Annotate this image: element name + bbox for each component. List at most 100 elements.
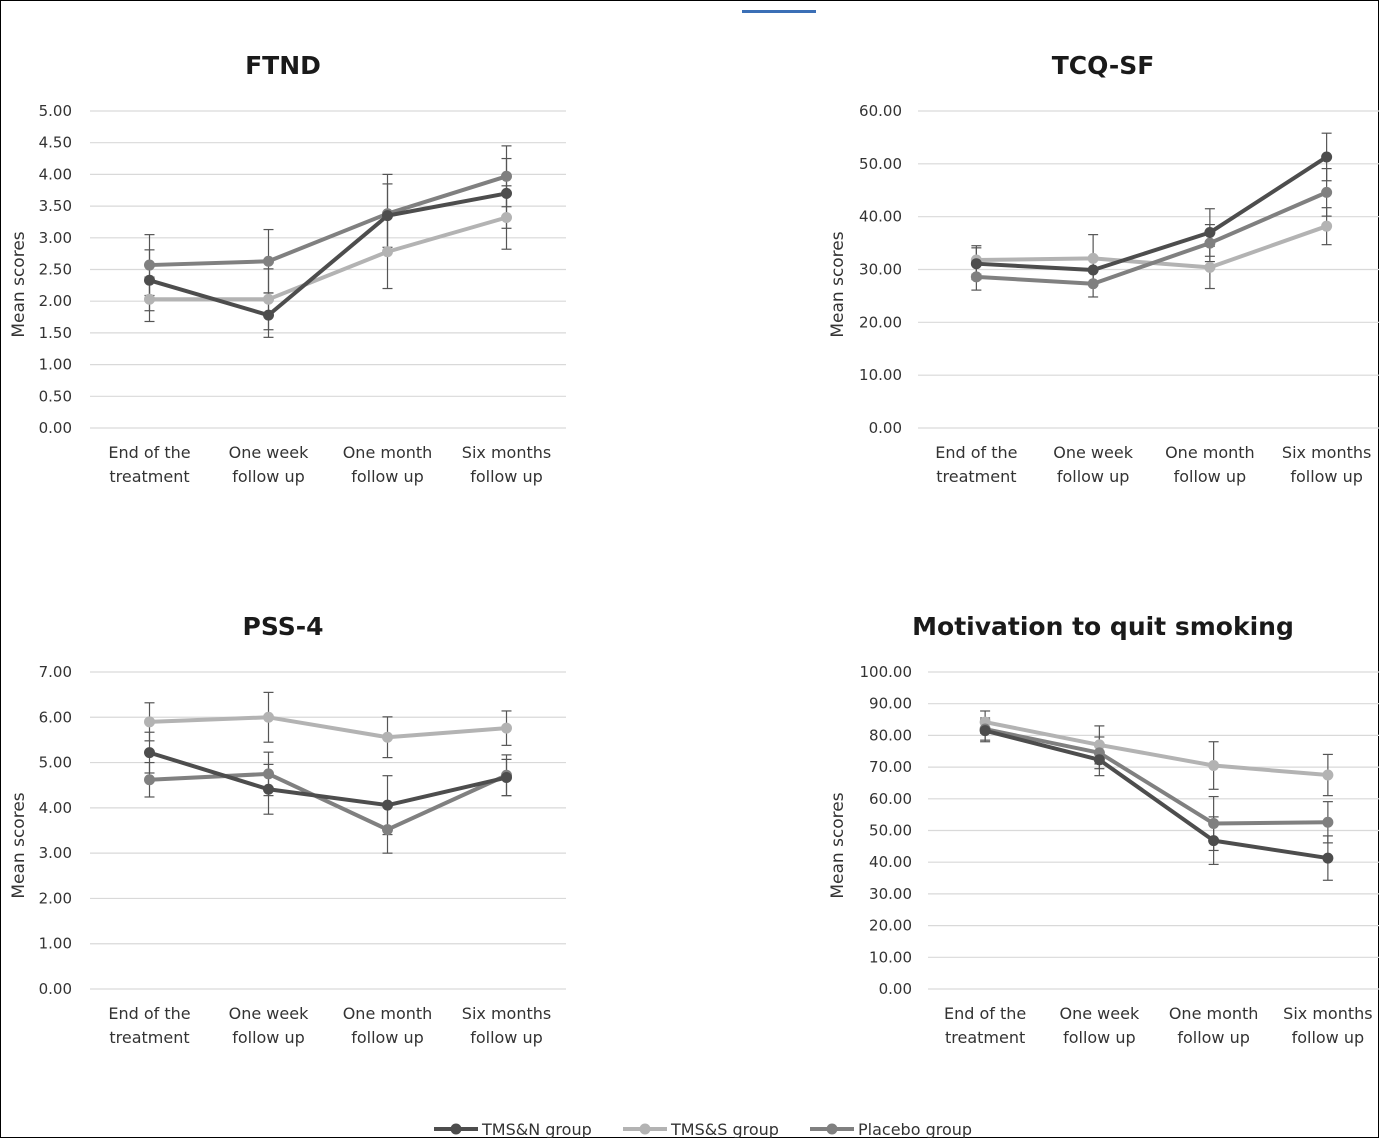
y-tick-label: 20.00 — [859, 313, 902, 331]
series-line-placebo-group — [983, 727, 1330, 826]
y-tick-label: 80.00 — [869, 726, 912, 744]
x-category-label: follow up — [1292, 1028, 1365, 1047]
series-line-tmsn-group — [147, 750, 509, 808]
x-category-label: End of the — [108, 1004, 190, 1023]
data-point-tmsn-group — [144, 274, 155, 286]
data-point-tmss-group — [382, 246, 393, 258]
y-tick-label: 4.00 — [39, 799, 72, 817]
data-point-placebo-group — [263, 255, 274, 267]
x-category-label: One week — [229, 1004, 309, 1023]
x-category-label: One month — [343, 443, 433, 462]
x-category-label: Six months — [462, 443, 551, 462]
data-point-tmsn-group — [501, 772, 512, 784]
y-tick-label: 0.00 — [39, 980, 72, 998]
data-point-tmss-group — [263, 293, 274, 305]
x-category-label: Six months — [1283, 1004, 1372, 1023]
data-point-placebo-group — [1208, 818, 1220, 830]
chart-panel-motivation-to-quit-smoking: Motivation to quit smoking 0.00 10.00 20.00… — [828, 612, 1379, 1047]
data-point-placebo-group — [970, 271, 982, 283]
legend-swatch-marker — [639, 1123, 651, 1135]
data-point-tmss-group — [1087, 252, 1099, 264]
y-tick-label: 1.00 — [39, 356, 72, 374]
data-point-tmss-group — [501, 212, 512, 224]
x-category-label: follow up — [232, 467, 305, 486]
y-tick-label: 4.00 — [39, 165, 72, 183]
x-category-label: One week — [229, 443, 309, 462]
x-category-label: treatment — [936, 467, 1016, 486]
x-category-label: follow up — [1057, 467, 1130, 486]
series-line-placebo-group — [147, 771, 509, 832]
y-tick-label: 50.00 — [859, 155, 902, 173]
chart-title: PSS-4 — [243, 612, 324, 641]
x-category-label: treatment — [109, 467, 189, 486]
y-tick-label: 60.00 — [869, 790, 912, 808]
data-point-tmss-group — [1322, 769, 1334, 781]
series-line-tmss-group — [147, 715, 509, 740]
y-tick-label: 5.00 — [39, 754, 72, 772]
x-category-label: treatment — [109, 1028, 189, 1047]
y-tick-label: 0.00 — [39, 419, 72, 437]
top-accent-mark — [742, 10, 816, 13]
chart-title: TCQ-SF — [1052, 51, 1155, 80]
series-line-placebo-group — [147, 174, 509, 268]
x-category-label: One month — [343, 1004, 433, 1023]
y-tick-label: 4.50 — [39, 134, 72, 152]
y-tick-label: 2.00 — [39, 889, 72, 907]
y-axis-title: Mean scores — [9, 792, 29, 898]
data-point-placebo-group — [501, 170, 512, 182]
x-category-label: follow up — [470, 467, 543, 486]
data-point-tmss-group — [1093, 739, 1105, 751]
chart-panel-tcq-sf: TCQ-SF 0.00 10.00 20.00 30.00 40.00 50.00 60.00… — [828, 51, 1379, 486]
data-point-tmsn-group — [1093, 754, 1105, 766]
data-point-tmss-group — [1321, 220, 1333, 232]
y-tick-label: 1.50 — [39, 324, 72, 342]
y-tick-label: 3.00 — [39, 844, 72, 862]
legend-swatch-marker — [450, 1123, 462, 1135]
data-point-placebo-group — [1087, 278, 1099, 290]
x-category-label: One month — [1169, 1004, 1259, 1023]
x-category-label: follow up — [1177, 1028, 1250, 1047]
data-point-placebo-group — [382, 824, 393, 836]
y-tick-label: 50.00 — [869, 822, 912, 840]
data-point-tmss-group — [382, 731, 393, 743]
data-point-tmsn-group — [970, 258, 982, 270]
x-category-label: treatment — [945, 1028, 1025, 1047]
data-point-tmsn-group — [144, 747, 155, 759]
y-tick-label: 100.00 — [860, 663, 913, 681]
x-category-label: follow up — [351, 467, 424, 486]
series-line-placebo-group — [974, 190, 1329, 286]
x-category-label: follow up — [1290, 467, 1363, 486]
x-category-label: Six months — [462, 1004, 551, 1023]
data-point-placebo-group — [144, 259, 155, 271]
data-point-tmsn-group — [1208, 835, 1220, 847]
x-category-label: follow up — [1174, 467, 1247, 486]
chart-title: Motivation to quit smoking — [912, 612, 1294, 641]
y-tick-label: 0.00 — [869, 419, 902, 437]
data-point-tmsn-group — [1204, 227, 1216, 239]
series-line-tmss-group — [983, 720, 1330, 778]
series-line-tmsn-group — [983, 728, 1330, 861]
x-category-label: follow up — [232, 1028, 305, 1047]
x-category-label: One week — [1053, 443, 1133, 462]
data-point-tmss-group — [1204, 261, 1216, 273]
x-category-label: follow up — [351, 1028, 424, 1047]
data-point-tmsn-group — [263, 309, 274, 321]
legend-label-tmss-group: TMS&S group — [670, 1120, 779, 1138]
data-point-tmsn-group — [1322, 852, 1334, 864]
y-axis-title: Mean scores — [9, 231, 29, 337]
data-point-tmsn-group — [1087, 264, 1099, 276]
legend-swatch-marker — [826, 1123, 838, 1135]
x-category-label: follow up — [1063, 1028, 1136, 1047]
data-point-tmss-group — [501, 722, 512, 734]
data-point-tmsn-group — [263, 783, 274, 795]
data-point-tmsn-group — [1321, 151, 1333, 163]
data-point-tmsn-group — [501, 187, 512, 199]
y-tick-label: 90.00 — [869, 695, 912, 713]
y-tick-label: 3.50 — [39, 197, 72, 215]
chart-title: FTND — [245, 51, 321, 80]
y-tick-label: 20.00 — [869, 917, 912, 935]
y-tick-label: 0.50 — [39, 387, 72, 405]
data-point-tmss-group — [263, 711, 274, 723]
y-tick-label: 5.00 — [39, 102, 72, 120]
y-tick-label: 0.00 — [879, 980, 912, 998]
